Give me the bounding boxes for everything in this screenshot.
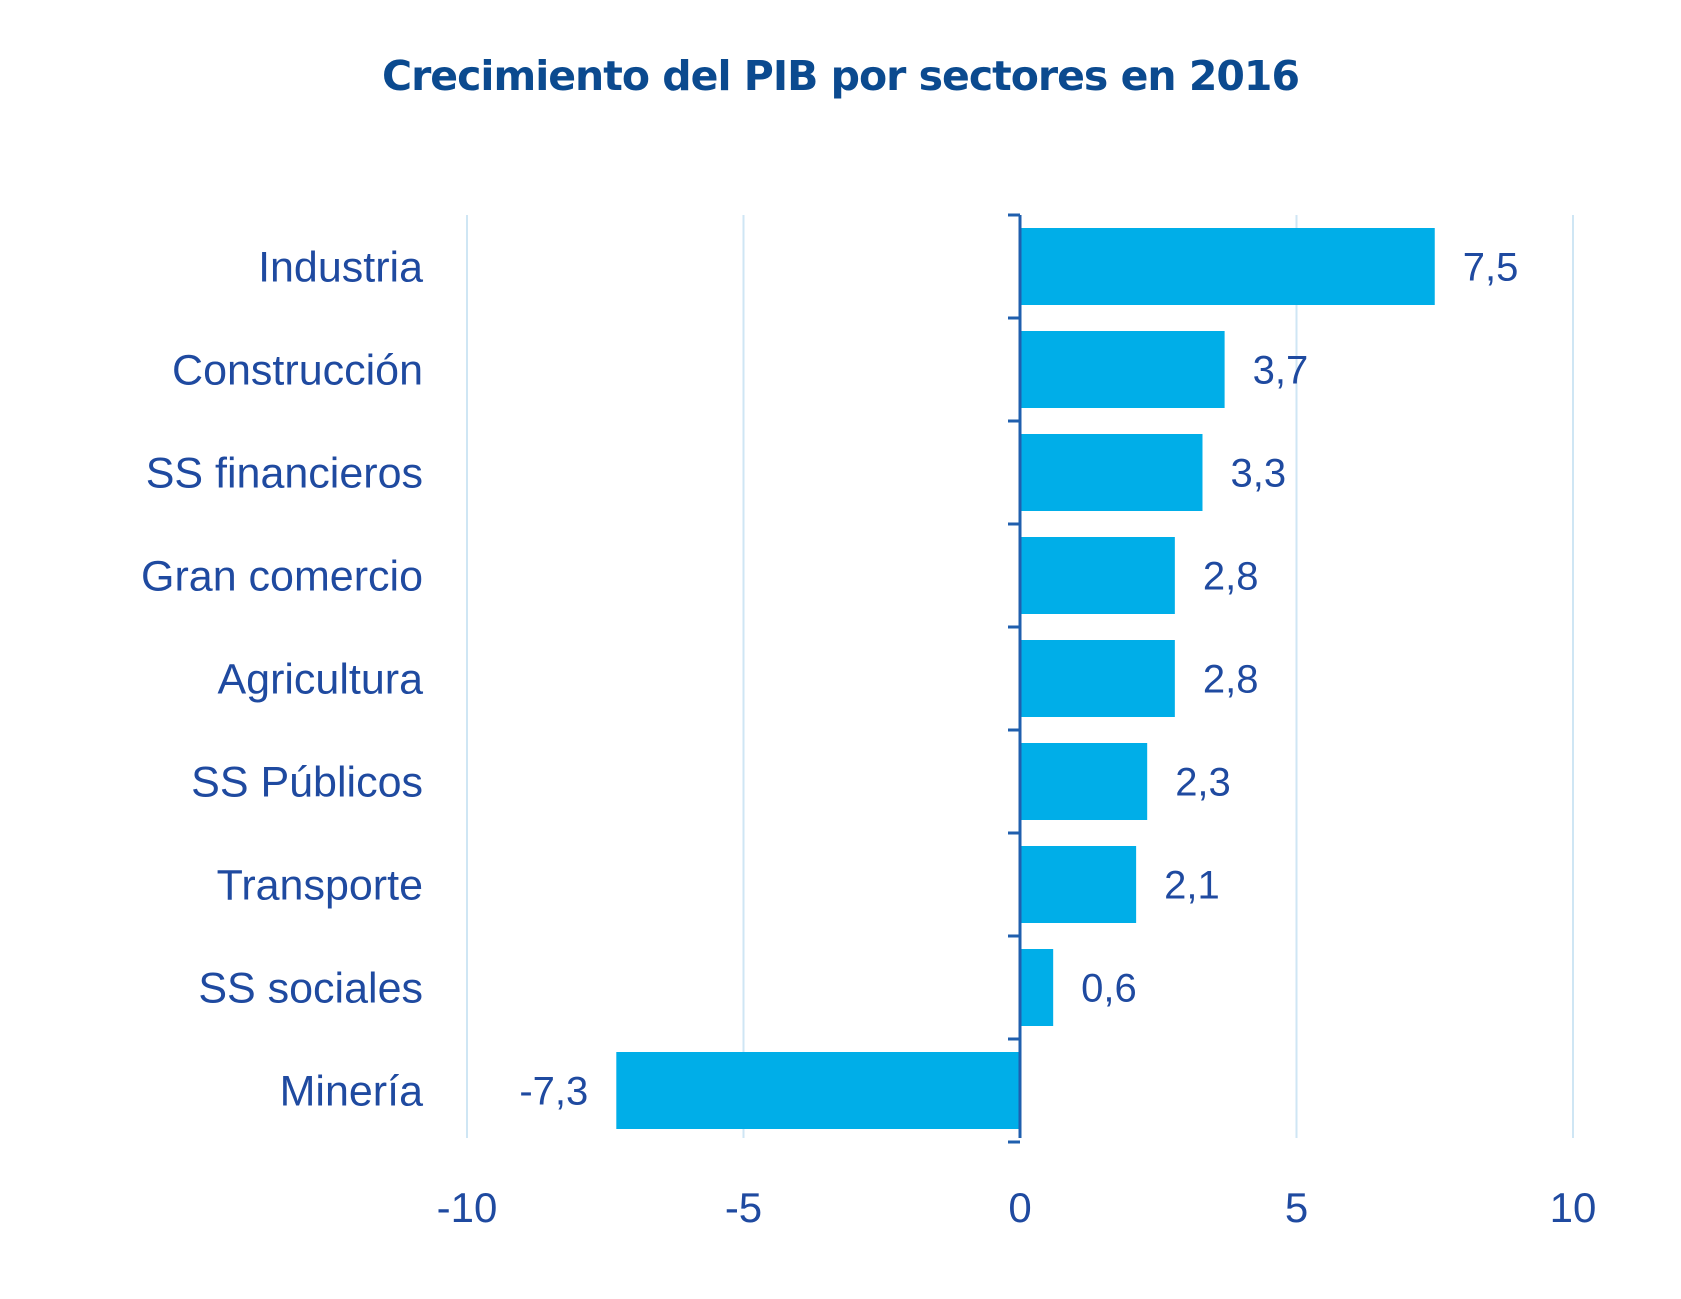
value-label: 2,1 — [1164, 864, 1220, 908]
x-tick-label: 0 — [1008, 1184, 1031, 1231]
category-label: Construcción — [172, 347, 423, 395]
bar — [1020, 846, 1137, 923]
x-tick-label: 10 — [1550, 1184, 1597, 1231]
x-tick-label: -5 — [725, 1184, 762, 1231]
bar — [1020, 434, 1203, 511]
x-tick-label: 5 — [1285, 1184, 1308, 1231]
x-tick-labels: -10 -5 0 5 10 — [437, 1184, 1597, 1231]
bar — [1020, 331, 1225, 408]
category-label: SS Públicos — [191, 759, 423, 807]
category-label: SS sociales — [198, 965, 423, 1013]
value-label: 3,3 — [1230, 452, 1286, 496]
value-label: 7,5 — [1463, 246, 1519, 290]
chart-title: Crecimiento del PIB por sectores en 2016 — [382, 52, 1300, 100]
value-label: 2,8 — [1203, 555, 1259, 599]
value-labels: 7,5 3,7 3,3 2,8 2,8 2,3 2,1 0,6 -7,3 — [519, 246, 1518, 1114]
category-label: Agricultura — [217, 656, 423, 704]
category-label: Gran comercio — [141, 553, 423, 601]
value-label: 2,8 — [1203, 658, 1259, 702]
value-label: 3,7 — [1253, 349, 1309, 393]
bars — [616, 228, 1435, 1129]
gridlines — [466, 215, 1574, 1138]
category-label: SS financieros — [146, 450, 423, 498]
category-label: Transporte — [217, 862, 423, 910]
value-label: -7,3 — [519, 1070, 588, 1114]
value-label: 2,3 — [1175, 761, 1231, 805]
zero-axis — [1008, 213, 1022, 1144]
category-labels: Industria Construcción SS financieros Gran … — [141, 244, 423, 1116]
category-label: Minería — [280, 1068, 423, 1116]
bar — [1020, 949, 1054, 1026]
bar — [1020, 640, 1175, 717]
bar — [1020, 228, 1435, 305]
category-label: Industria — [258, 244, 423, 292]
x-tick-label: -10 — [437, 1184, 498, 1231]
bar — [1020, 743, 1148, 820]
bar — [616, 1052, 1020, 1129]
value-label: 0,6 — [1081, 967, 1137, 1011]
bar — [1020, 537, 1175, 614]
